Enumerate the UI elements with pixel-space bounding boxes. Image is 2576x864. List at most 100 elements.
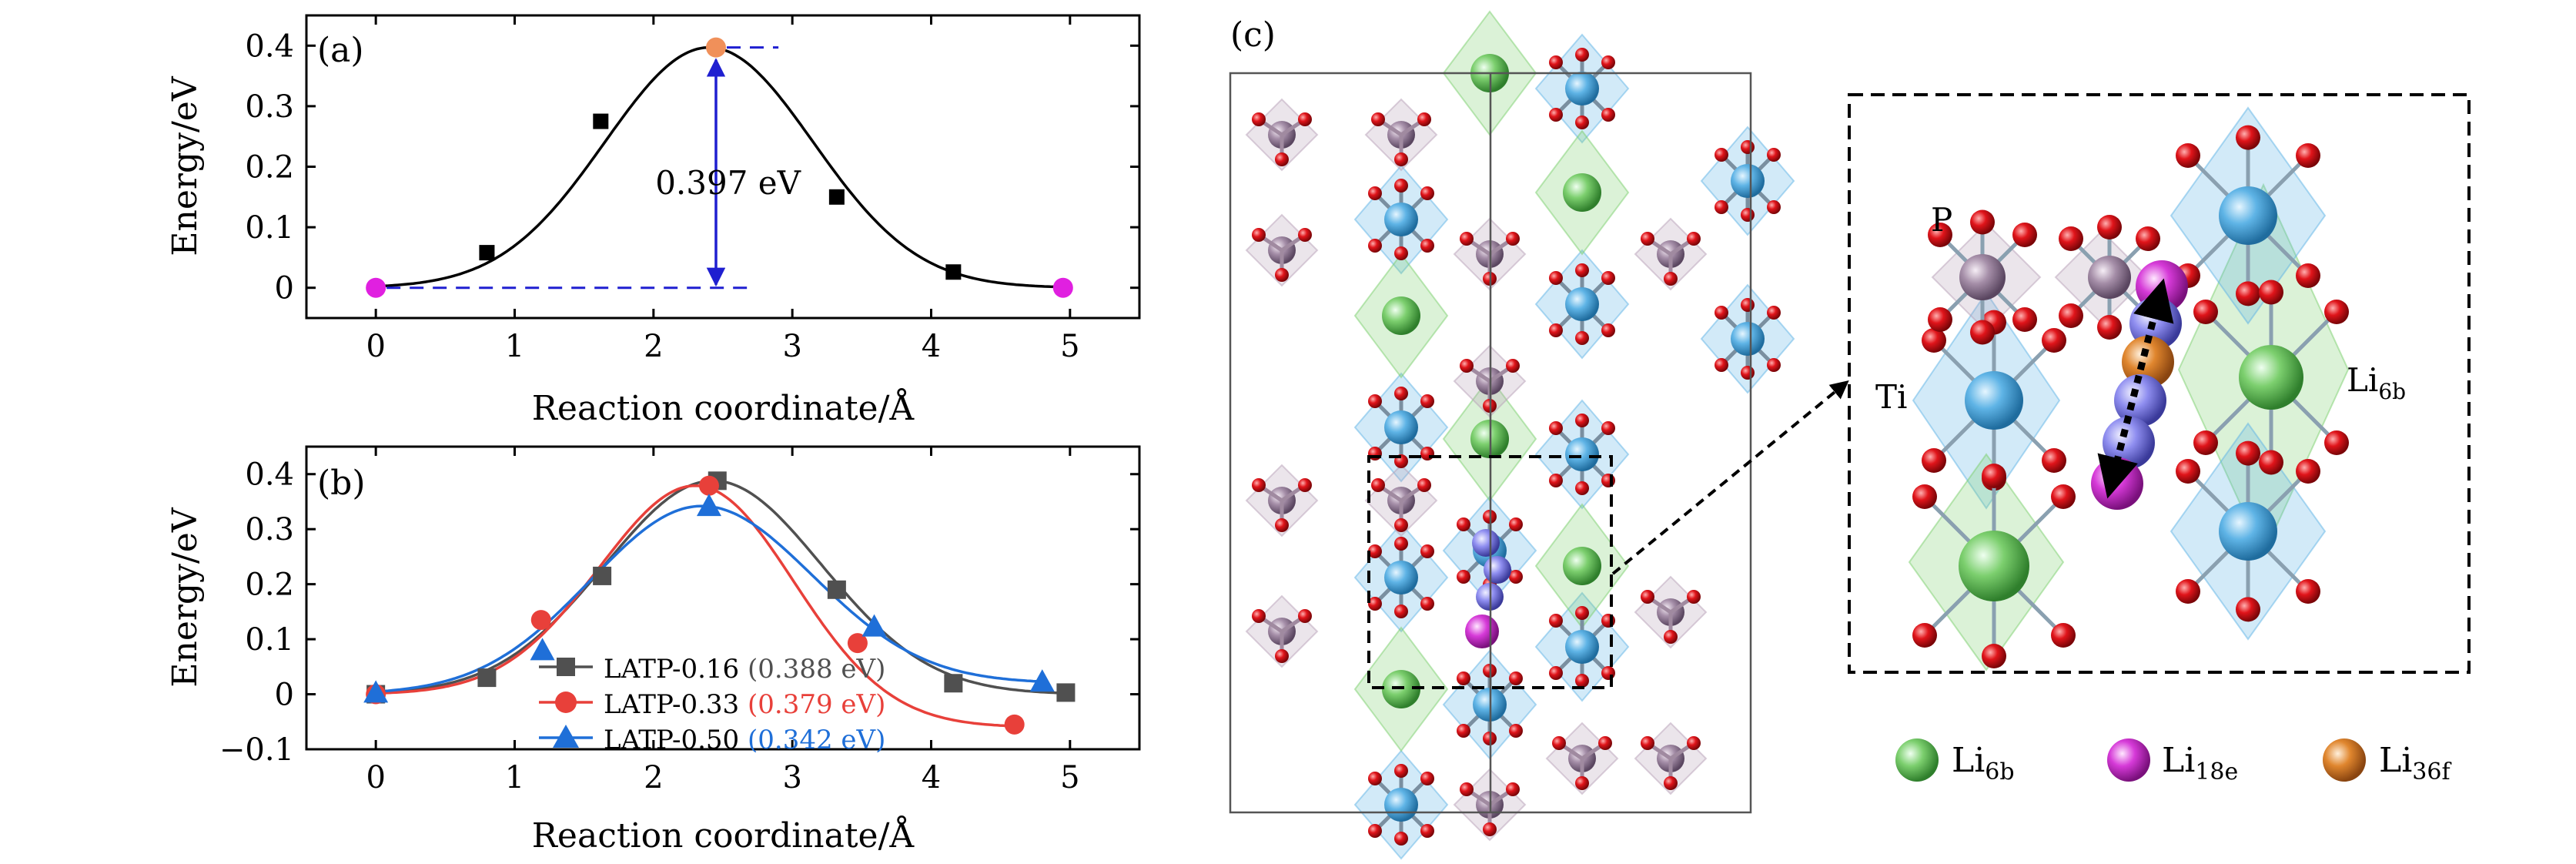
lattice-view <box>1229 10 1795 860</box>
oxygen-atom <box>1912 484 1937 509</box>
oxygen-atom <box>1741 366 1755 380</box>
panel-c-label: (c) <box>1230 15 1276 55</box>
oxygen-atom <box>2051 623 2076 648</box>
oxygen-atom <box>1394 246 1408 260</box>
inset-frame <box>1848 93 2471 674</box>
oxygen-atom <box>1509 517 1523 531</box>
oxygen-atom <box>1506 359 1520 373</box>
oxygen-atom <box>1371 478 1385 492</box>
oxygen-atom <box>1394 832 1408 846</box>
oxygen-atom <box>1549 666 1563 680</box>
oxygen-atom <box>1970 209 1995 235</box>
oxygen-atom <box>1601 666 1615 680</box>
legend-marker-circle <box>555 692 577 713</box>
oxygen-atom <box>2176 143 2200 168</box>
point-latp-0.50 <box>696 494 721 517</box>
oxygen-atom <box>1575 481 1589 495</box>
point-latp-0.16 <box>827 580 846 599</box>
oxygen-atom <box>1394 764 1408 778</box>
y-tick-label: 0 <box>275 271 294 306</box>
oxygen-atom <box>2193 430 2218 455</box>
panel-b-xlabel: Reaction coordinate/Å <box>532 815 915 856</box>
oxygen-atom <box>1715 200 1728 214</box>
point-latp-0.16 <box>1056 683 1076 702</box>
oxygen-atom <box>1575 776 1589 790</box>
oxygen-atom <box>1741 140 1755 154</box>
point-latp-0.50 <box>530 638 555 661</box>
oxygen-atom <box>1641 590 1654 604</box>
oxygen-atom <box>1394 604 1408 618</box>
panel-b-label: (b) <box>317 464 366 503</box>
y-tick-label: 0 <box>275 678 294 713</box>
oxygen-atom <box>2259 450 2283 475</box>
ti-atom <box>2219 502 2277 561</box>
point-latp-0.50 <box>861 614 887 637</box>
oxygen-atom <box>1506 782 1520 796</box>
oxygen-atom <box>1687 232 1701 246</box>
oxygen-atom <box>1368 597 1382 611</box>
oxygen-atom <box>1368 239 1382 253</box>
oxygen-atom <box>1575 263 1589 277</box>
oxygen-atom <box>2259 280 2283 305</box>
oxygen-atom <box>1298 609 1312 623</box>
legend-barrier-latp-050: (0.342 eV) <box>748 725 885 755</box>
oxygen-atom <box>1394 537 1408 551</box>
oxygen-atom <box>1664 776 1678 790</box>
panel-a-chart: 0 1 2 3 4 5 0 0.1 0.2 0.3 0.4 0.397 eV (a) Reactio… <box>166 14 1141 428</box>
legend-li36f: Li36f <box>2323 738 2451 785</box>
point-latp-0.50 <box>363 680 389 703</box>
oxygen-atom <box>1549 614 1563 628</box>
oxygen-atom <box>1601 474 1615 487</box>
oxygen-atom <box>2059 303 2083 328</box>
li6b-atom <box>1563 547 1601 585</box>
oxygen-atom <box>2012 307 2037 332</box>
x-tick-label: 4 <box>922 329 941 364</box>
panel-a-ylabel: Energy/eV <box>166 75 205 256</box>
p-atom <box>2088 256 2131 299</box>
migration-site <box>2091 457 2143 510</box>
data-point-square <box>593 113 609 129</box>
oxygen-atom <box>1687 590 1701 604</box>
oxygen-atom <box>1928 307 1952 332</box>
oxygen-atom <box>1767 358 1781 372</box>
li36f-ball-icon <box>2323 738 2366 782</box>
oxygen-atom <box>1767 306 1781 320</box>
li18e-ball-icon <box>2107 738 2150 782</box>
oxygen-atom <box>1687 736 1701 750</box>
oxygen-atom <box>1549 271 1563 285</box>
x-tick-label: 1 <box>505 329 524 364</box>
oxygen-atom <box>1509 671 1523 685</box>
zoom-pointer-arrow <box>1611 380 1849 575</box>
oxygen-atom <box>2236 125 2260 150</box>
label-li6b: Li6b <box>2347 361 2406 404</box>
oxygen-atom <box>2236 281 2260 306</box>
oxygen-atom <box>1641 736 1654 750</box>
oxygen-atom <box>1420 544 1434 558</box>
oxygen-atom <box>1252 609 1266 623</box>
oxygen-atom <box>1252 112 1266 126</box>
svg-text:LATP-0.50 (0.342 eV): LATP-0.50 (0.342 eV) <box>604 725 885 755</box>
oxygen-atom <box>1767 148 1781 162</box>
oxygen-atom <box>2176 459 2200 484</box>
oxygen-atom <box>1549 108 1563 122</box>
legend-li18e: Li18e <box>2107 738 2238 785</box>
panel-b-frame <box>305 445 1141 751</box>
svg-text:LATP-0.33 (0.379 eV): LATP-0.33 (0.379 eV) <box>604 689 885 720</box>
x-tick-label: 2 <box>644 760 663 795</box>
oxygen-atom <box>1715 358 1728 372</box>
li6b-atom <box>1959 531 2029 601</box>
species-legend: Li6b Li18e Li36f <box>1895 738 2451 785</box>
x-tick-label: 2 <box>644 329 663 364</box>
oxygen-atom <box>1275 518 1289 532</box>
oxygen-atom <box>1664 630 1678 644</box>
panel-b-chart: 0 1 2 3 4 5 −0.1 0 0.1 0.2 0.3 0.4 LATP-0.16 (0.388… <box>166 445 1141 856</box>
oxygen-atom <box>1549 323 1563 337</box>
y-tick-label: 0.2 <box>245 150 294 186</box>
oxygen-atom <box>1460 232 1474 246</box>
oxygen-atom <box>1252 228 1266 242</box>
panel-b-ticks: 0 1 2 3 4 5 −0.1 0 0.1 0.2 0.3 0.4 <box>219 447 1139 795</box>
oxygen-atom <box>1549 474 1563 487</box>
oxygen-atom <box>1549 55 1563 69</box>
oxygen-atom <box>1715 306 1728 320</box>
